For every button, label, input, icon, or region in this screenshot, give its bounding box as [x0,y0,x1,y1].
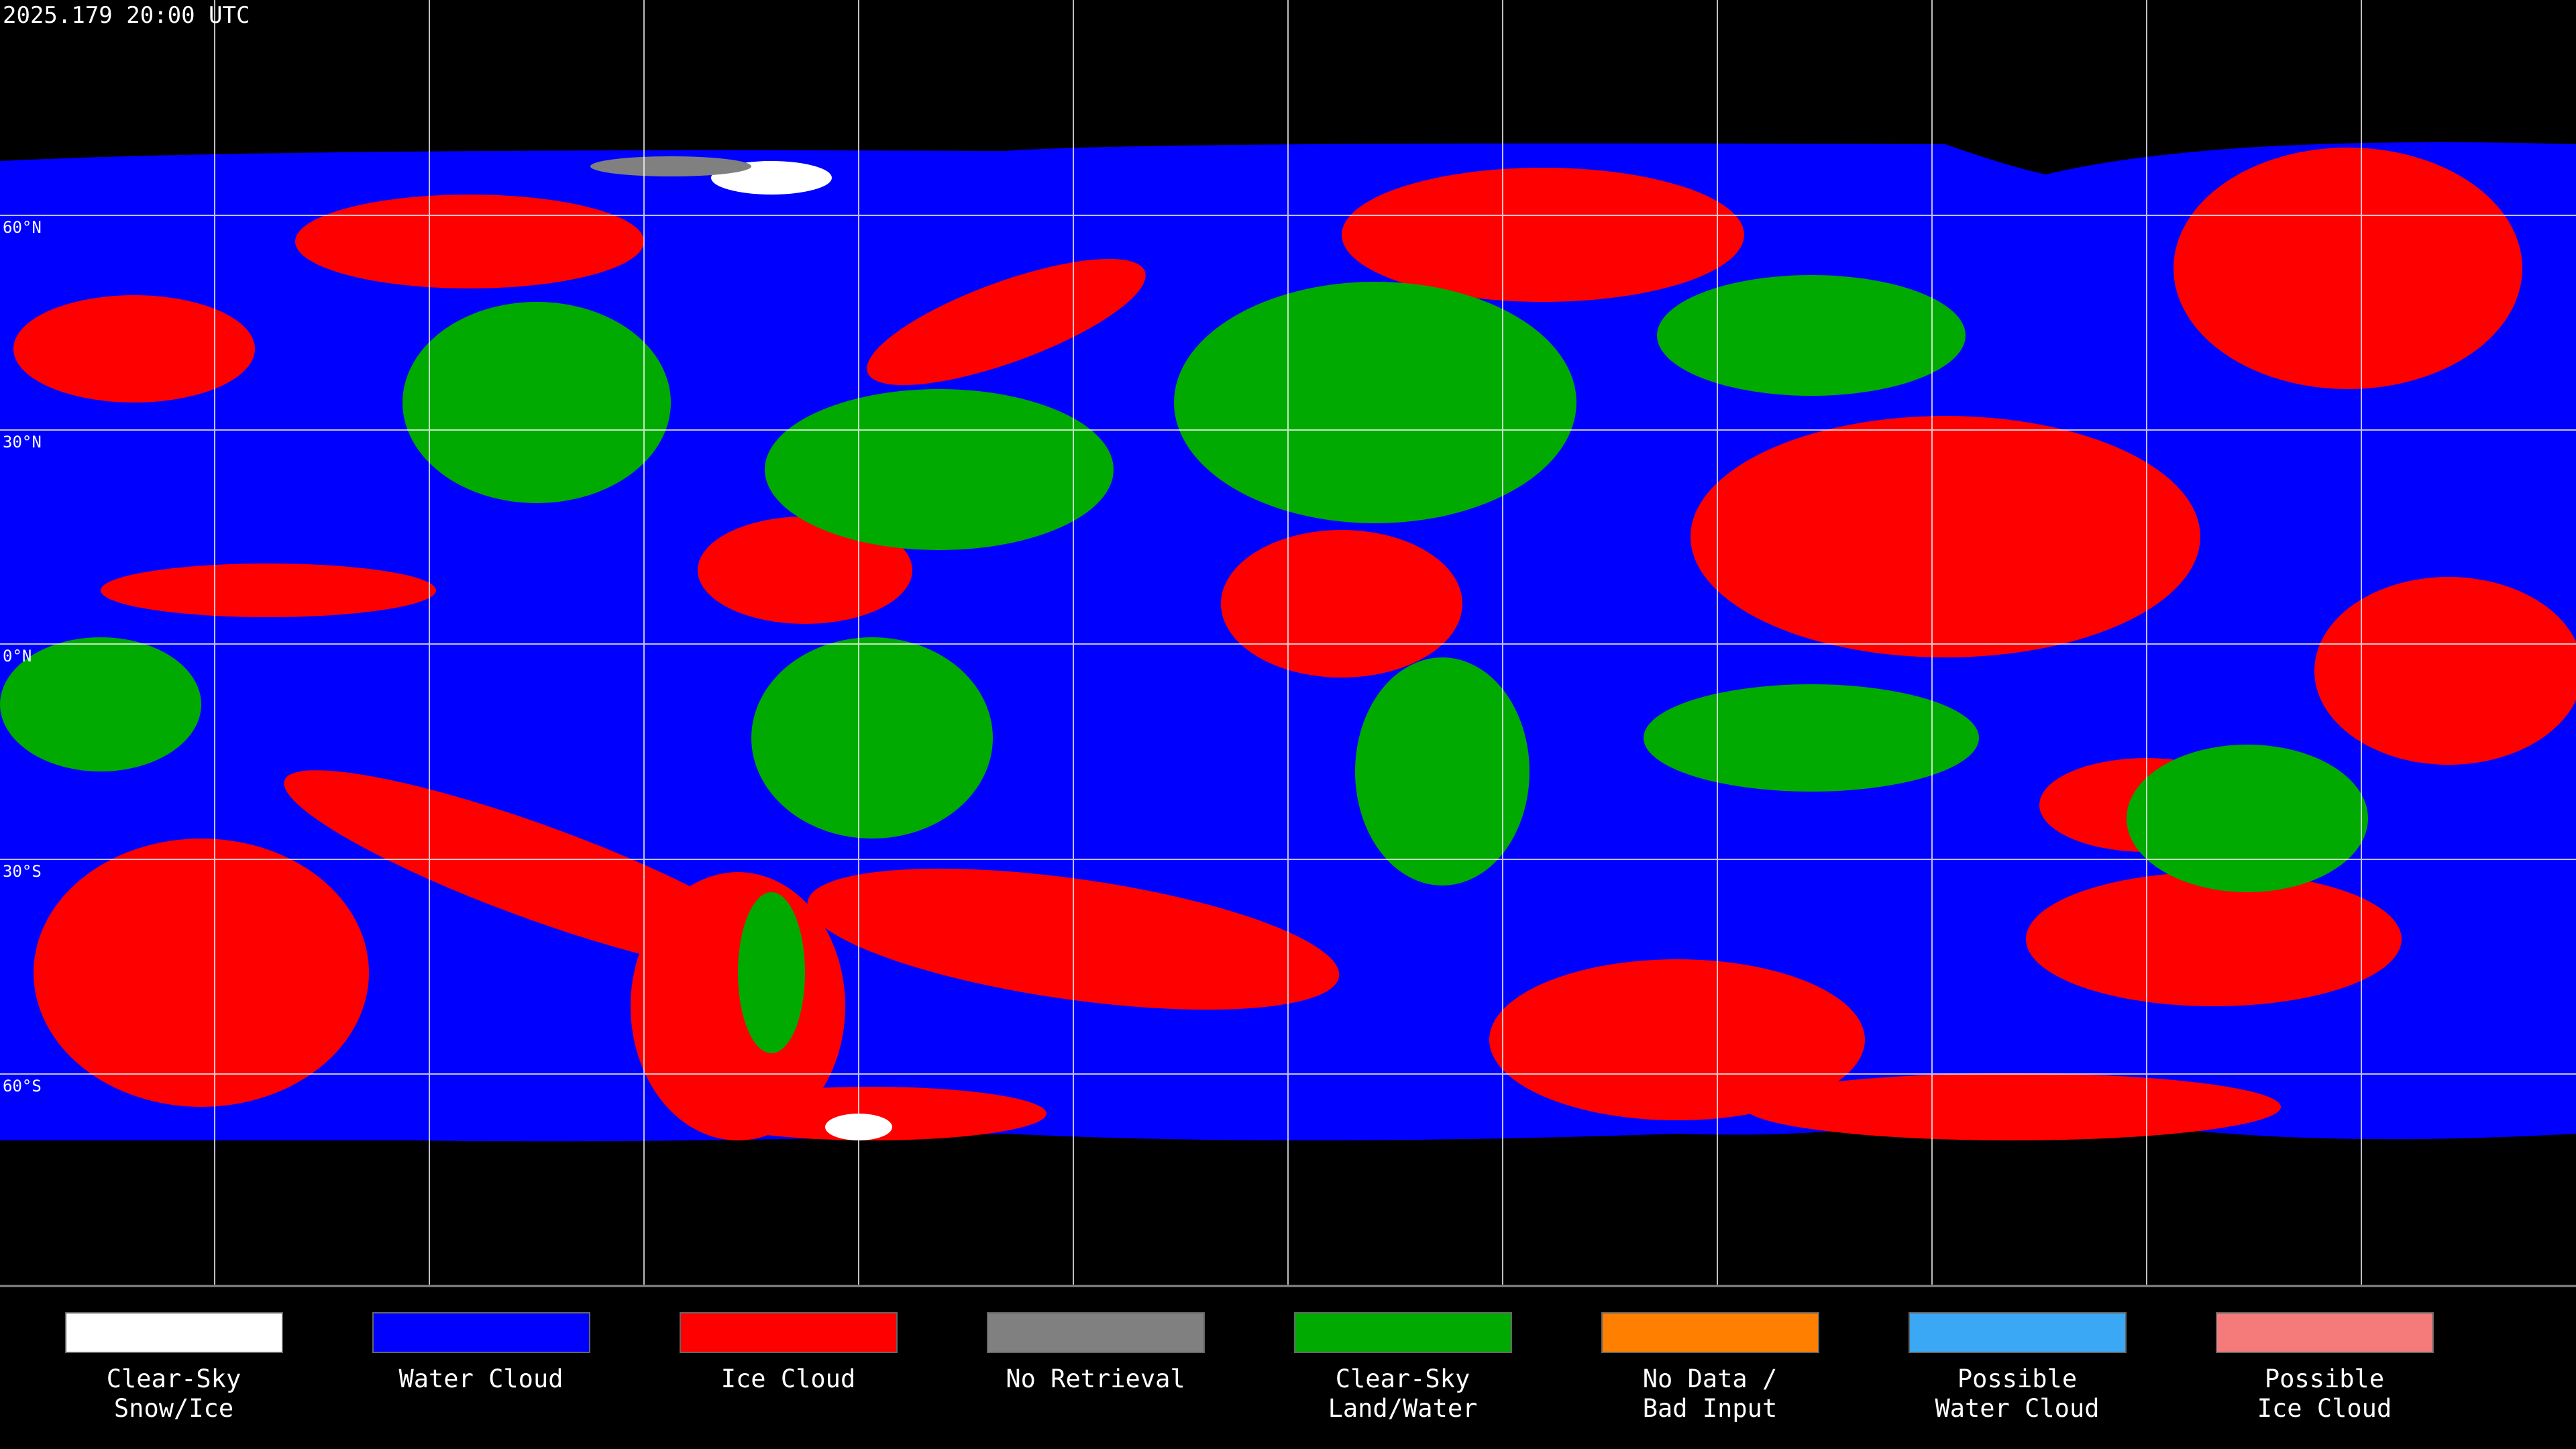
latitude-label: 30°N [3,433,42,451]
legend-swatch [372,1312,590,1353]
latitude-label: 60°S [3,1077,42,1095]
legend-swatch [65,1312,283,1353]
legend-swatch [987,1312,1205,1353]
legend-label: Possible [1957,1364,2077,1393]
legend-label: Clear-Sky [107,1364,241,1393]
latitude-label: 0°N [3,647,32,665]
legend-label: Water Cloud [1935,1394,2099,1423]
timestamp: 2025.179 20:00 UTC [3,2,250,29]
graticule [0,0,2576,1285]
legend-label: Clear-Sky [1336,1364,1470,1393]
legend-swatch [1294,1312,1512,1353]
legend-swatch [1601,1312,1819,1353]
latitude-labels: 60°N 30°N 0°N 30°S 60°S [3,218,42,1095]
legend-label: No Data / [1643,1364,1777,1393]
legend-label: No Retrieval [1006,1364,1185,1393]
legend-label: Snow/Ice [114,1394,233,1423]
legend-label: Ice Cloud [2257,1394,2392,1423]
latitude-label: 30°S [3,862,42,881]
legend-label: Land/Water [1328,1394,1478,1423]
legend-swatch [680,1312,898,1353]
legend-swatch [2216,1312,2434,1353]
legend-label: Bad Input [1643,1394,1777,1423]
legend-label: Ice Cloud [721,1364,855,1393]
legend-label: Possible [2265,1364,2384,1393]
latitude-label: 60°N [3,218,42,237]
legend-swatch [1909,1312,2127,1353]
legend-label: Water Cloud [398,1364,563,1393]
